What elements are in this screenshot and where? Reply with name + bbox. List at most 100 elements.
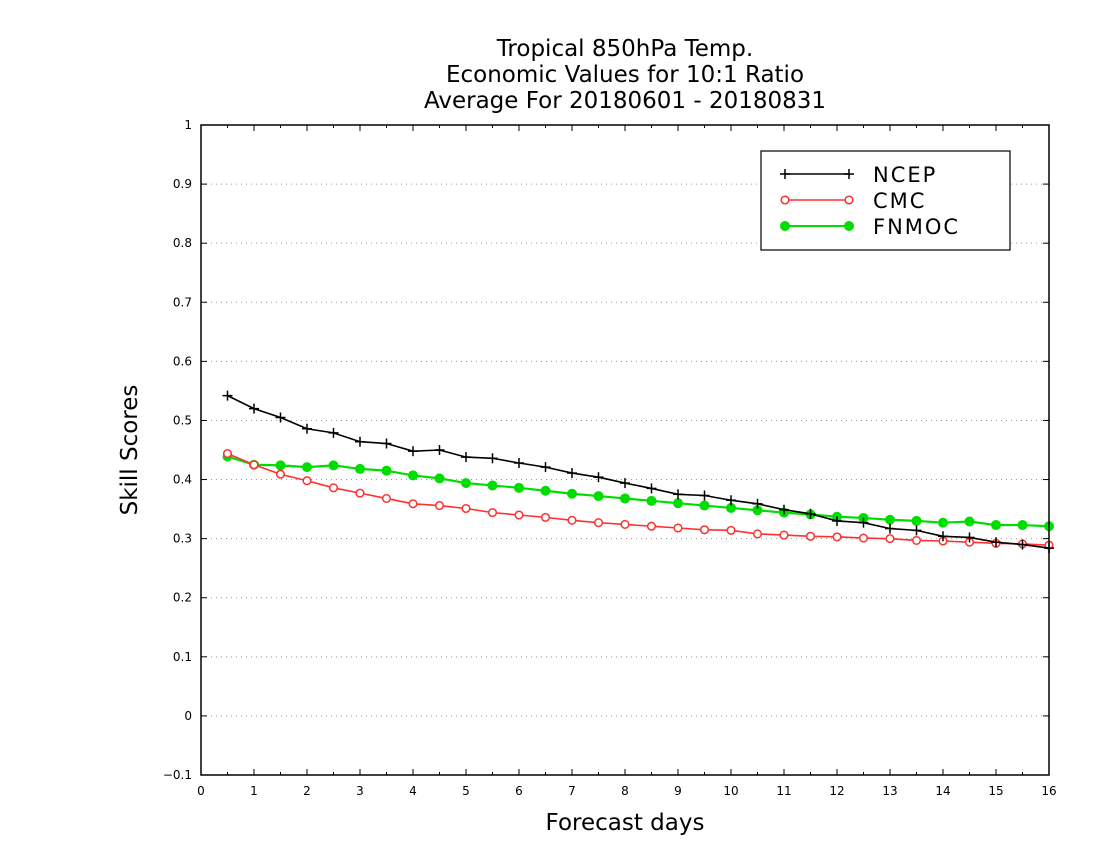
data-point-ncep [911, 525, 922, 536]
data-point-ncep [249, 403, 259, 414]
y-tick-label: 0.7 [173, 295, 192, 309]
data-point-ncep [832, 515, 842, 526]
x-tick-label: 15 [988, 784, 1003, 798]
x-tick-label: 6 [515, 784, 523, 798]
data-point-ncep [805, 508, 816, 519]
legend-marker-fnmoc [780, 221, 790, 231]
x-tick-label: 2 [303, 784, 311, 798]
data-point-cmc [779, 530, 789, 540]
legend-label-cmc: CMC [873, 189, 926, 213]
data-point-cmc [673, 523, 683, 533]
data-point-cmc [646, 521, 657, 531]
y-tick-label: 0.1 [173, 650, 192, 664]
data-point-ncep [858, 517, 869, 528]
data-point-fnmoc [991, 520, 1001, 531]
data-point-ncep [991, 537, 1001, 548]
x-tick-label: 0 [197, 784, 205, 798]
data-point-ncep [699, 490, 710, 501]
chart-title-line-2: Economic Values for 10:1 Ratio [445, 62, 805, 88]
data-point-cmc [699, 525, 710, 535]
data-point-ncep [275, 412, 286, 423]
data-point-fnmoc [673, 498, 683, 509]
y-tick-label: 0.9 [173, 177, 192, 191]
chart-title-line-3: Average For 20180601 - 20180831 [423, 88, 827, 114]
data-point-ncep [514, 458, 524, 468]
data-point-fnmoc [328, 460, 339, 471]
data-point-cmc [805, 531, 816, 541]
data-point-ncep [1017, 539, 1028, 550]
x-tick-label: 3 [356, 784, 364, 798]
data-point-fnmoc [540, 485, 551, 496]
x-tick-label: 12 [829, 784, 844, 798]
data-point-cmc [461, 503, 471, 514]
data-point-fnmoc [1017, 520, 1028, 531]
data-point-fnmoc [911, 515, 922, 526]
data-point-cmc [620, 519, 630, 530]
data-point-cmc [275, 469, 286, 479]
data-point-cmc [858, 533, 869, 543]
data-point-fnmoc [408, 470, 418, 481]
legend-marker-fnmoc [844, 221, 854, 231]
data-point-cmc [434, 500, 445, 511]
data-point-ncep [408, 446, 418, 457]
data-point-cmc [487, 508, 498, 518]
data-point-fnmoc [355, 463, 365, 474]
y-tick-label: 1 [184, 118, 192, 132]
data-point-cmc [408, 499, 418, 509]
data-point-ncep [964, 532, 975, 543]
data-point-ncep [434, 445, 445, 455]
data-point-ncep [567, 468, 577, 479]
data-point-ncep [328, 427, 339, 438]
data-point-cmc [514, 510, 524, 520]
legend-marker-cmc [844, 195, 854, 205]
data-point-cmc [328, 483, 339, 493]
x-axis-label: Forecast days [545, 810, 705, 836]
data-point-ncep [726, 495, 736, 506]
data-point-fnmoc [487, 480, 498, 491]
chart-title-line-1: Tropical 850hPa Temp. [496, 36, 754, 62]
data-point-cmc [302, 476, 312, 486]
data-point-cmc [355, 488, 365, 498]
data-point-ncep [752, 498, 763, 509]
data-point-cmc [567, 515, 577, 525]
data-point-fnmoc [434, 473, 445, 484]
data-point-cmc [911, 535, 922, 545]
y-tick-label: 0.3 [173, 532, 192, 546]
x-tick-label: 16 [1041, 784, 1056, 798]
data-point-cmc [832, 532, 842, 542]
x-tick-label: 1 [250, 784, 258, 798]
data-point-fnmoc [646, 495, 657, 506]
data-point-fnmoc [381, 465, 392, 476]
x-tick-label: 13 [882, 784, 897, 798]
data-point-cmc [752, 529, 763, 539]
data-point-fnmoc [938, 517, 948, 528]
x-tick-label: 7 [568, 784, 576, 798]
y-tick-label: 0.6 [173, 354, 192, 368]
y-tick-label: 0.5 [173, 413, 192, 427]
data-point-cmc [249, 460, 259, 470]
data-point-ncep [593, 472, 604, 483]
data-point-cmc [381, 493, 392, 504]
data-point-fnmoc [699, 500, 710, 511]
data-point-ncep [302, 423, 312, 434]
x-tick-label: 10 [723, 784, 738, 798]
data-point-fnmoc [514, 482, 524, 493]
data-point-ncep [673, 489, 683, 500]
y-tick-label: 0.4 [173, 473, 192, 487]
data-point-ncep [885, 523, 895, 534]
data-point-cmc [726, 525, 736, 535]
y-tick-label: −0.1 [163, 768, 192, 782]
data-point-fnmoc [461, 478, 471, 489]
x-tick-label: 4 [409, 784, 417, 798]
data-point-ncep [355, 436, 365, 447]
legend-marker-cmc [780, 195, 790, 205]
x-tick-label: 11 [776, 784, 791, 798]
legend-label-ncep: NCEP [873, 163, 937, 187]
data-point-cmc [593, 518, 604, 528]
x-tick-label: 8 [621, 784, 629, 798]
data-point-ncep [381, 438, 392, 449]
data-point-ncep [620, 478, 630, 489]
legend-label-fnmoc: FNMOC [873, 215, 960, 239]
y-tick-label: 0 [184, 709, 192, 723]
legend-marker-ncep [780, 169, 790, 179]
